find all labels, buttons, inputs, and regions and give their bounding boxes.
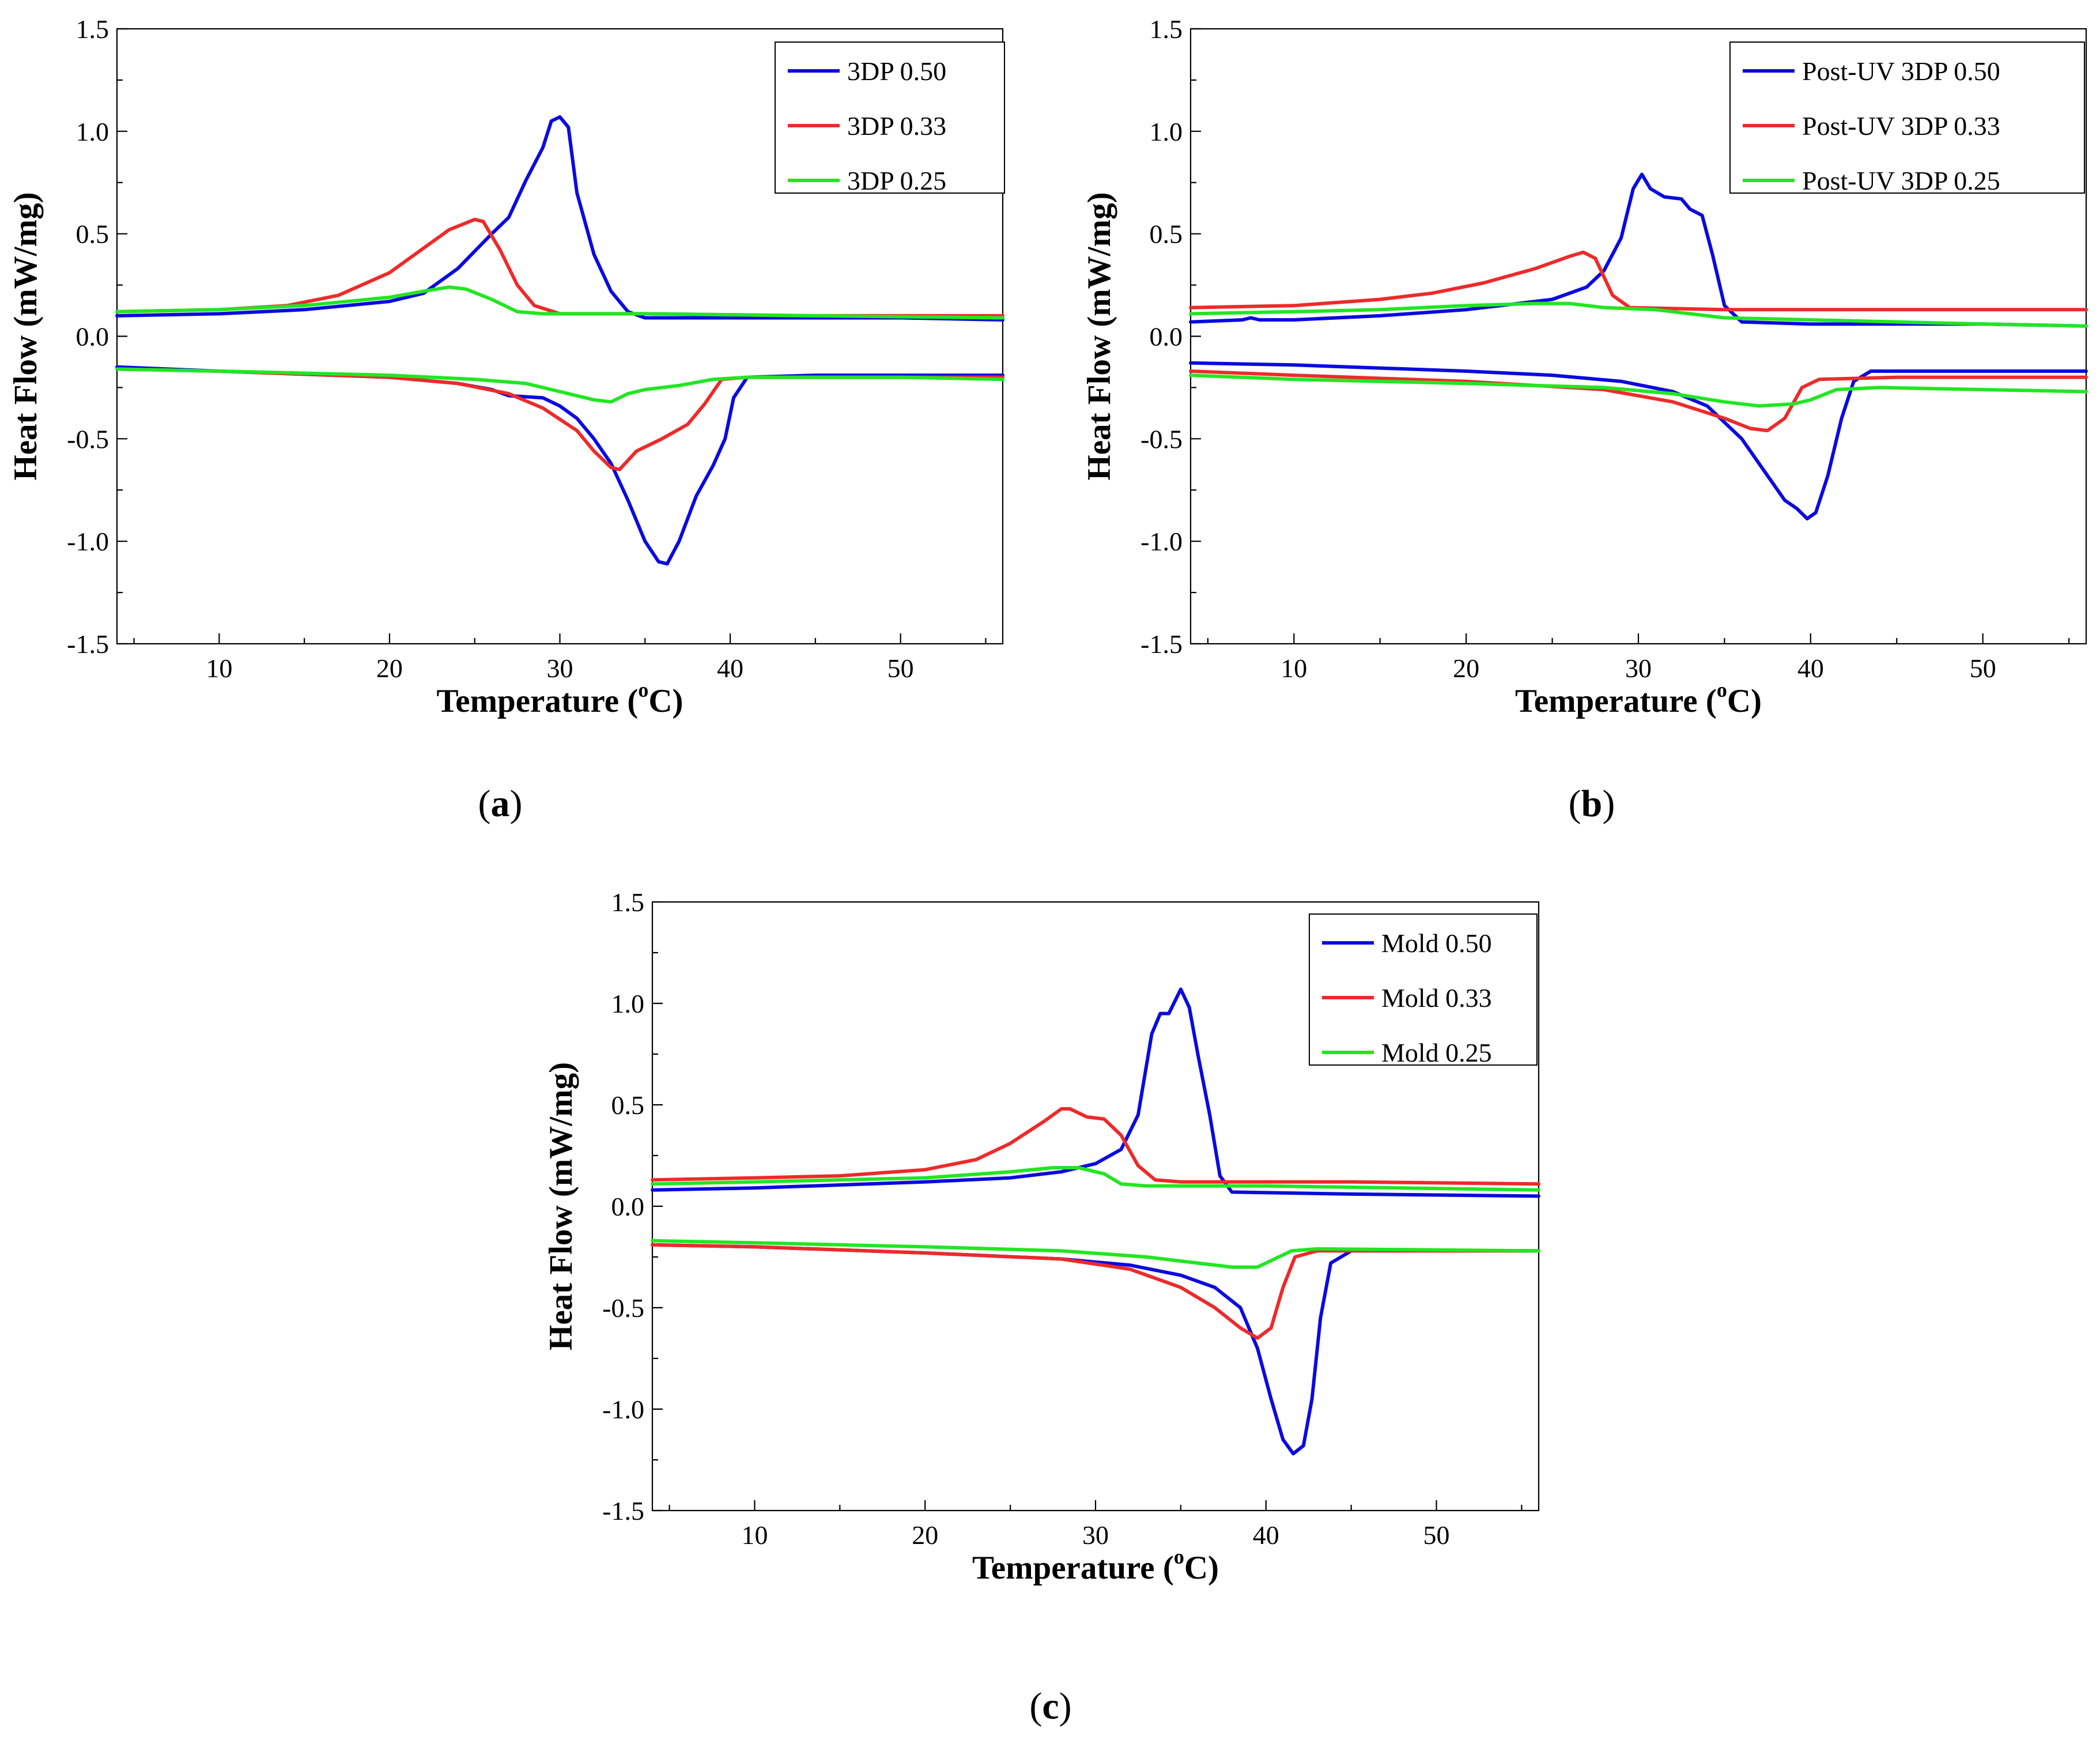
x-axis-title-main: Temperature ( (972, 1550, 1174, 1586)
legend: Post-UV 3DP 0.50 Post-UV 3DP 0.33 Post-UV … (1729, 41, 2085, 195)
panel-label-letter: c (1042, 1685, 1059, 1727)
x-tick-label: 10 (1281, 654, 1307, 683)
x-axis-title-unit: C) (648, 683, 683, 719)
x-tick-label: 50 (1970, 654, 1996, 683)
y-axis-title: Heat Flow (mW/mg) (7, 192, 44, 480)
series-line-3-exo (115, 285, 1004, 320)
x-tick-label: 30 (1625, 654, 1652, 683)
chart-panel-c: 10 20 30 40 50 -1.5 -1.0 -0.5 0.0 0.5 1.0 1.5 Temper… (543, 888, 1540, 1727)
y-tick-label: -1.0 (1140, 527, 1183, 556)
panel-label-close: ) (1602, 783, 1615, 825)
series-line-2-exo (115, 217, 1004, 318)
panel-label-open: ( (1029, 1685, 1042, 1727)
series-line-1-endo (115, 365, 1004, 566)
x-axis-title-main: Temperature ( (436, 683, 638, 719)
y-tick-label: 0.0 (76, 322, 109, 352)
panel-label-close: ) (1059, 1685, 1072, 1727)
legend-box (1309, 913, 1538, 1066)
panel-label: (c) (1029, 1685, 1071, 1727)
x-tick-label: 40 (717, 654, 743, 683)
x-tick-label: 50 (1423, 1520, 1450, 1550)
y-tick-label: -1.5 (1140, 629, 1183, 659)
x-tick-label: 30 (1082, 1520, 1109, 1550)
x-axis-title-main: Temperature ( (1515, 683, 1717, 719)
panel-label-letter: a (491, 783, 510, 825)
y-tick-label: 1.5 (76, 14, 109, 44)
series-line-2-exo (1189, 250, 2088, 312)
y-tick-label: 0.5 (611, 1090, 645, 1120)
legend: 3DP 0.50 3DP 0.33 3DP 0.25 (775, 41, 1005, 195)
legend-label: Post-UV 3DP 0.50 (1802, 56, 2000, 86)
legend-label: Mold 0.50 (1381, 928, 1492, 958)
y-tick-label: -0.5 (602, 1293, 644, 1323)
chart-panel-b: 10 20 30 40 50 -1.5 -1.0 -0.5 0.0 0.5 1.0 1.5 Temper… (1081, 14, 2088, 825)
series-line-2-endo (651, 1243, 1540, 1340)
legend-box (775, 41, 1005, 194)
series-line-1-endo (1189, 361, 2088, 520)
y-tick-label: -0.5 (1140, 424, 1183, 454)
panel-label-letter: b (1581, 783, 1603, 825)
series-line-3-endo (115, 367, 1004, 404)
panel-label: (a) (478, 783, 523, 825)
x-axis-title-unit: C) (1727, 683, 1762, 719)
x-tick-label: 50 (887, 654, 914, 683)
y-tick-label: -1.5 (67, 629, 109, 659)
y-tick-label: 1.5 (611, 888, 645, 917)
x-axis-title-degree: o (1174, 1545, 1184, 1568)
series-line-3-exo (1189, 301, 2088, 328)
panel-label-close: ) (510, 783, 523, 825)
x-axis-title: Temperature (oC) (972, 1545, 1219, 1586)
y-tick-label: 1.5 (1150, 14, 1183, 44)
y-tick-label: 1.0 (611, 989, 645, 1018)
panel-label-open: ( (478, 783, 491, 825)
x-axis-title: Temperature (oC) (1515, 678, 1762, 719)
legend-label: Post-UV 3DP 0.33 (1802, 111, 2000, 141)
series-line-2-endo (115, 367, 1004, 471)
legend-label: Post-UV 3DP 0.25 (1802, 166, 2000, 195)
x-tick-label: 40 (1797, 654, 1824, 683)
y-tick-label: 1.0 (1150, 117, 1183, 146)
x-axis-title-degree: o (638, 678, 648, 701)
y-tick-label: -1.0 (602, 1395, 644, 1424)
x-axis-title: Temperature (oC) (436, 678, 683, 719)
legend-label: 3DP 0.25 (847, 166, 946, 195)
y-axis-title: Heat Flow (mW/mg) (1081, 192, 1117, 480)
y-tick-label: -0.5 (67, 424, 109, 454)
legend-label: Mold 0.33 (1381, 983, 1492, 1013)
series-line-3-endo (1189, 373, 2088, 408)
x-tick-label: 10 (206, 654, 232, 683)
y-axis-title: Heat Flow (mW/mg) (543, 1062, 579, 1350)
series-line-3-exo (651, 1166, 1540, 1192)
y-tick-label: 0.5 (1150, 220, 1183, 249)
series-line-2-exo (651, 1107, 1540, 1186)
y-tick-label: -1.0 (67, 527, 109, 556)
series-line-3-endo (651, 1239, 1540, 1269)
series-line-1-endo (651, 1243, 1540, 1456)
series-line-1-exo (115, 115, 1004, 322)
legend-label: 3DP 0.50 (847, 56, 946, 86)
series-line-2-endo (1189, 369, 2088, 433)
y-tick-label: 0.0 (611, 1192, 645, 1221)
x-tick-label: 20 (1453, 654, 1479, 683)
panel-label: (b) (1569, 783, 1615, 825)
y-tick-label: 0.0 (1150, 322, 1183, 352)
x-tick-label: 20 (376, 654, 403, 683)
panel-label-open: ( (1569, 783, 1581, 825)
x-tick-label: 40 (1253, 1520, 1279, 1550)
x-tick-label: 20 (912, 1520, 938, 1550)
legend-label: 3DP 0.33 (847, 111, 946, 141)
legend: Mold 0.50 Mold 0.33 Mold 0.25 (1309, 913, 1538, 1067)
y-tick-label: -1.5 (602, 1496, 644, 1526)
chart-panel-a: 10 20 30 40 50 -1.5 -1.0 -0.5 0.0 0.5 1.0 1.5 Temper… (7, 14, 1005, 825)
x-tick-label: 10 (741, 1520, 768, 1550)
legend-label: Mold 0.25 (1381, 1038, 1492, 1067)
x-axis-title-degree: o (1717, 678, 1727, 701)
y-tick-label: 1.0 (76, 117, 109, 146)
series-line-1-exo (651, 987, 1540, 1198)
legend-box (1729, 41, 2085, 194)
x-tick-label: 30 (547, 654, 573, 683)
x-axis-title-unit: C) (1184, 1550, 1219, 1586)
y-tick-label: 0.5 (76, 220, 109, 249)
